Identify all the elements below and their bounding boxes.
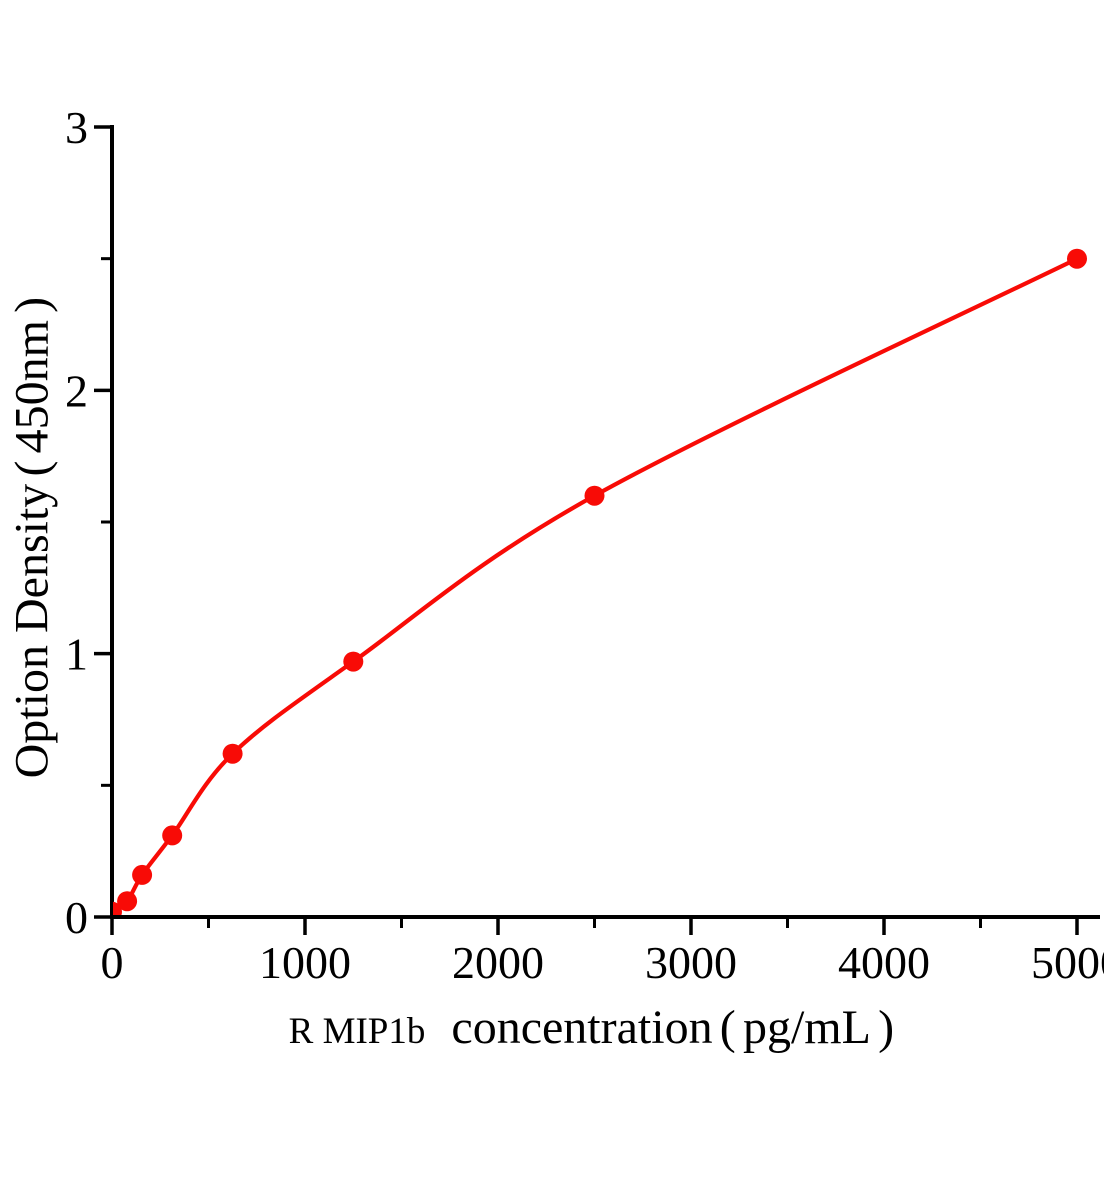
data-point-marker: [584, 485, 605, 506]
y-tick-label: 2: [65, 365, 88, 416]
x-tick-label: 0: [101, 937, 124, 988]
x-tick-label: 1000: [259, 937, 351, 988]
x-tick-label: 4000: [838, 937, 930, 988]
x-axis-title-prefix: R MIP1b: [288, 1011, 426, 1052]
data-point-marker: [1067, 248, 1087, 269]
x-axis-title-main: concentration(pg/mL): [451, 1001, 895, 1054]
y-axis-title: Option Density(450nm): [5, 296, 59, 779]
data-point-marker: [113, 901, 122, 915]
data-layer: [113, 248, 1087, 915]
data-point-marker: [222, 743, 243, 764]
y-tick-label: 1: [65, 629, 88, 680]
standard-curve-line: [113, 256, 1080, 914]
data-point-marker: [117, 891, 138, 912]
x-tick-label: 2000: [452, 937, 544, 988]
y-tick-label: 3: [65, 102, 88, 153]
data-point-marker: [162, 825, 183, 846]
y-tick-label: 0: [65, 892, 88, 943]
data-point-marker: [343, 651, 364, 672]
x-axis-title: R MIP1b concentration(pg/mL): [112, 1000, 1078, 1055]
x-tick-label: 3000: [645, 937, 737, 988]
data-point-marker: [132, 864, 153, 885]
